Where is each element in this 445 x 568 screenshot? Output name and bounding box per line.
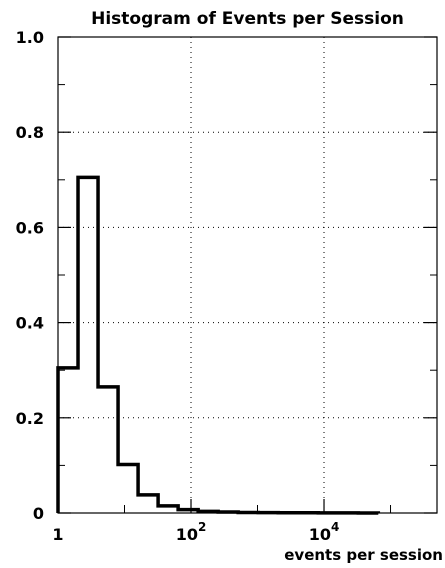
y-tick-label: 1.0 [16,28,44,47]
x-tick-label: 102 [176,520,207,544]
x-axis-label: events per session [284,546,443,564]
y-tick-label: 0 [33,504,44,523]
y-tick-label: 0.8 [16,123,44,142]
axis-ticks [57,36,437,514]
x-tick-label: 1 [52,525,63,544]
grid-lines [58,37,437,513]
tick-labels: 0 0.2 0.4 0.6 0.8 1.0 1 102 104 [16,28,340,544]
y-tick-label: 0.6 [16,218,44,237]
y-tick-label: 0.4 [16,314,44,333]
chart-title: Histogram of Events per Session [91,9,404,29]
histogram-outline [56,175,381,515]
x-tick-label: 104 [309,520,340,544]
plot-frame [57,36,438,514]
y-tick-label: 0.2 [16,409,44,428]
